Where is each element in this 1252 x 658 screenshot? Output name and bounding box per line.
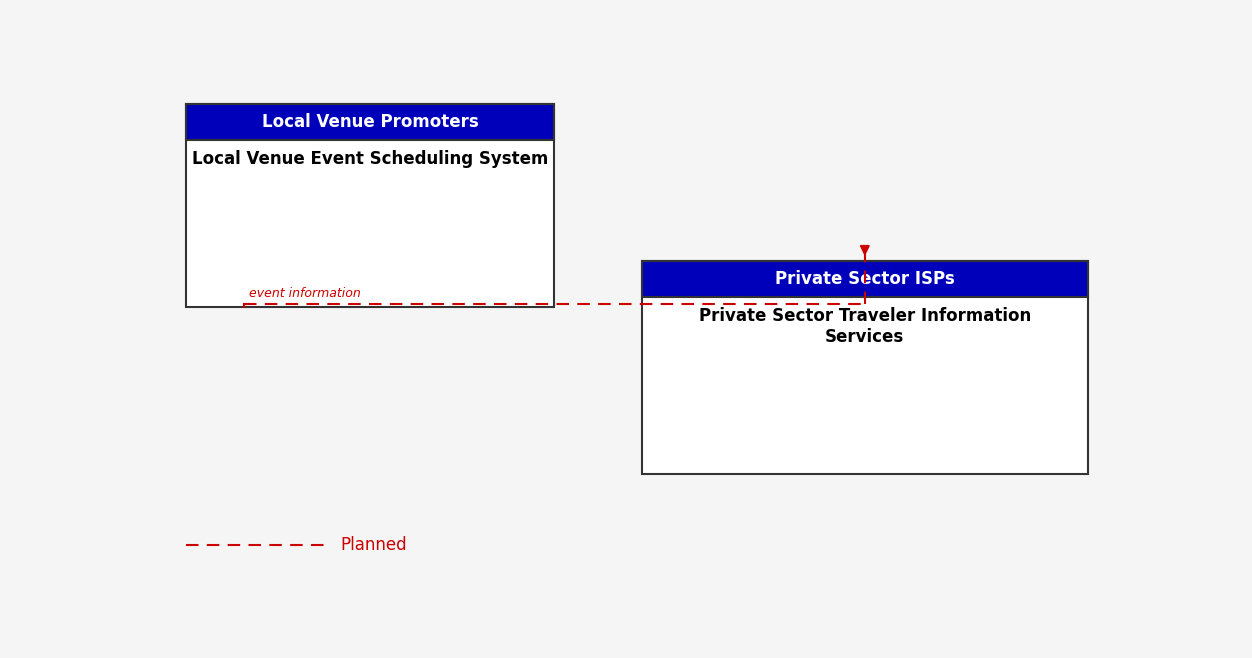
Text: Private Sector ISPs: Private Sector ISPs: [775, 270, 955, 288]
Text: Local Venue Promoters: Local Venue Promoters: [262, 113, 478, 131]
Bar: [641, 261, 1088, 474]
Text: event information: event information: [249, 288, 361, 300]
Text: Local Venue Event Scheduling System: Local Venue Event Scheduling System: [192, 150, 548, 168]
Bar: [185, 104, 555, 307]
Bar: [641, 261, 1088, 297]
Text: Planned: Planned: [341, 536, 407, 554]
Text: Private Sector Traveler Information
Services: Private Sector Traveler Information Serv…: [699, 307, 1030, 345]
Bar: [185, 104, 555, 139]
